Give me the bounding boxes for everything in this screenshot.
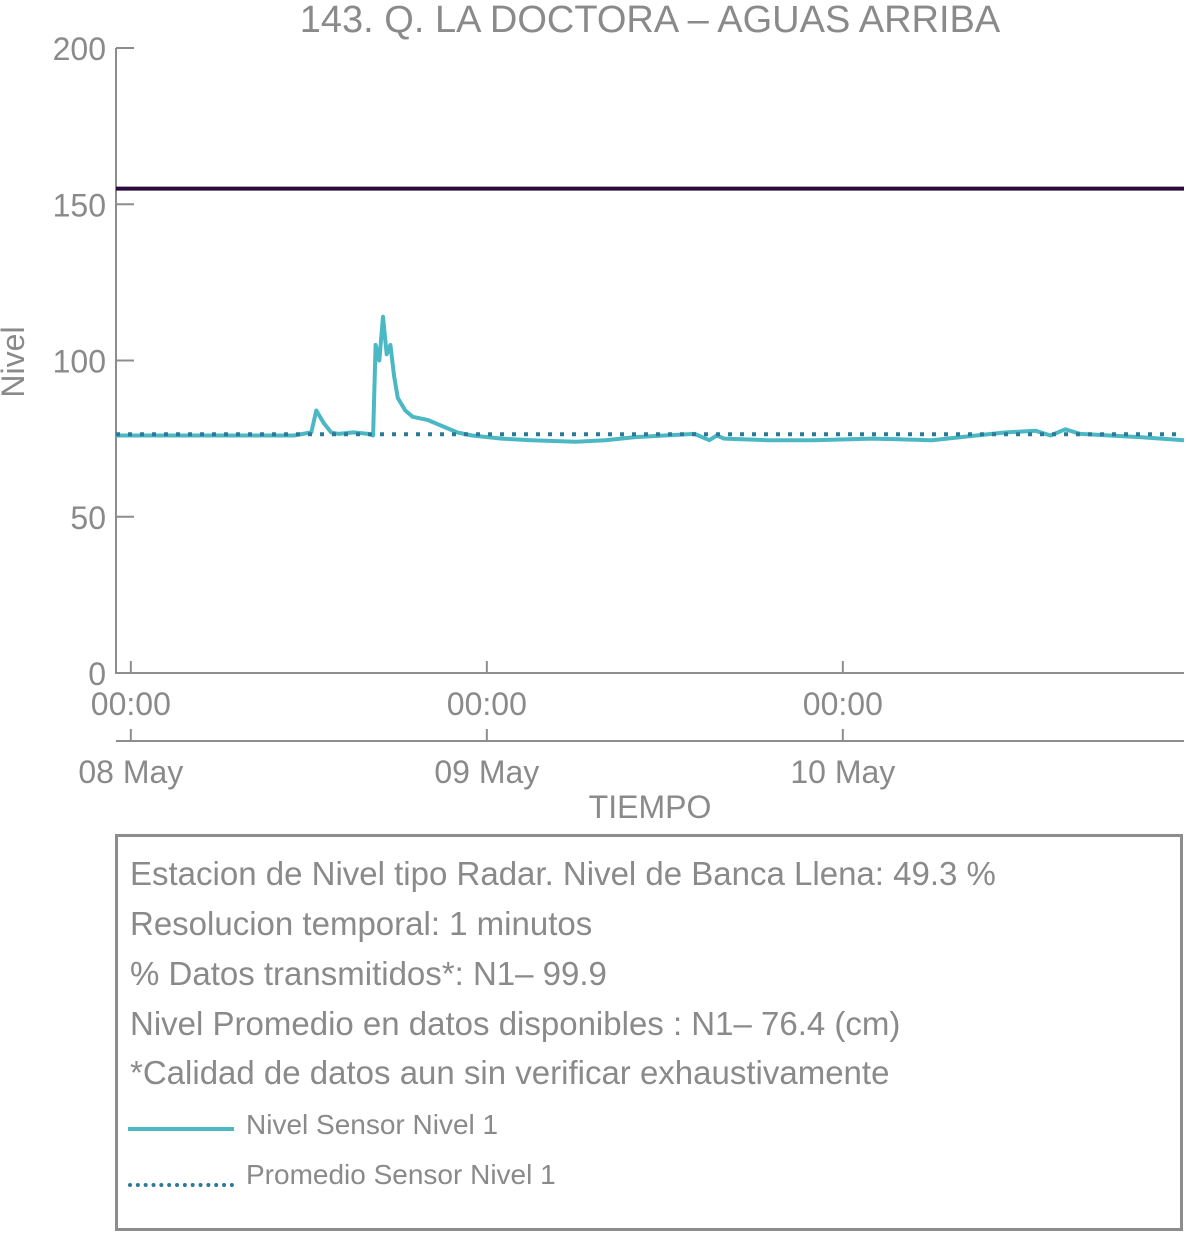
info-line-average: Nivel Promedio en datos disponibles : N1… [130,1005,901,1042]
x-tick-label-2: 00:00 [803,686,883,722]
x-date-label-1: 09 May [434,754,539,790]
level-chart: 143. Q. LA DOCTORA – AGUAS ARRIBA Nivel … [0,0,1185,825]
info-panel: Estacion de Nivel tipo Radar. Nivel de B… [115,834,1183,1231]
y-tick-label-150: 150 [53,187,106,223]
y-tick-label-0: 0 [88,656,106,692]
y-tick-label-200: 200 [53,31,106,67]
series-nivel-sensor [116,314,1185,444]
x-axis-label: TIEMPO [589,789,712,825]
y-tick-label-100: 100 [53,344,106,380]
chart-title: 143. Q. LA DOCTORA – AGUAS ARRIBA [300,0,1001,41]
legend-item-promedio: Promedio Sensor Nivel 1 [128,1159,728,1199]
info-line-transmitted: % Datos transmitidos*: N1– 99.9 [130,955,607,992]
series-layer [116,314,1185,444]
info-line-station: Estacion de Nivel tipo Radar. Nivel de B… [130,855,996,892]
x-date-label-0: 08 May [78,754,183,790]
x-date-label-2: 10 May [790,754,895,790]
axes: 0 50 100 150 200 00:00 08 May 00:00 09 May 00:00 1… [53,31,1184,790]
info-line-resolution: Resolucion temporal: 1 minutos [130,905,593,942]
y-tick-label-50: 50 [70,500,106,536]
legend-item-nivel: Nivel Sensor Nivel 1 [128,1109,728,1149]
y-axis-label: Nivel [0,326,31,397]
x-tick-label-0: 00:00 [91,686,171,722]
legend-label-nivel: Nivel Sensor Nivel 1 [246,1109,499,1140]
info-line-quality-note: *Calidad de datos aun sin verificar exha… [130,1054,890,1091]
legend-swatch-solid [128,1127,234,1131]
x-tick-label-1: 00:00 [447,686,527,722]
legend-swatch-dotted [128,1183,234,1187]
legend-label-promedio: Promedio Sensor Nivel 1 [246,1159,556,1190]
